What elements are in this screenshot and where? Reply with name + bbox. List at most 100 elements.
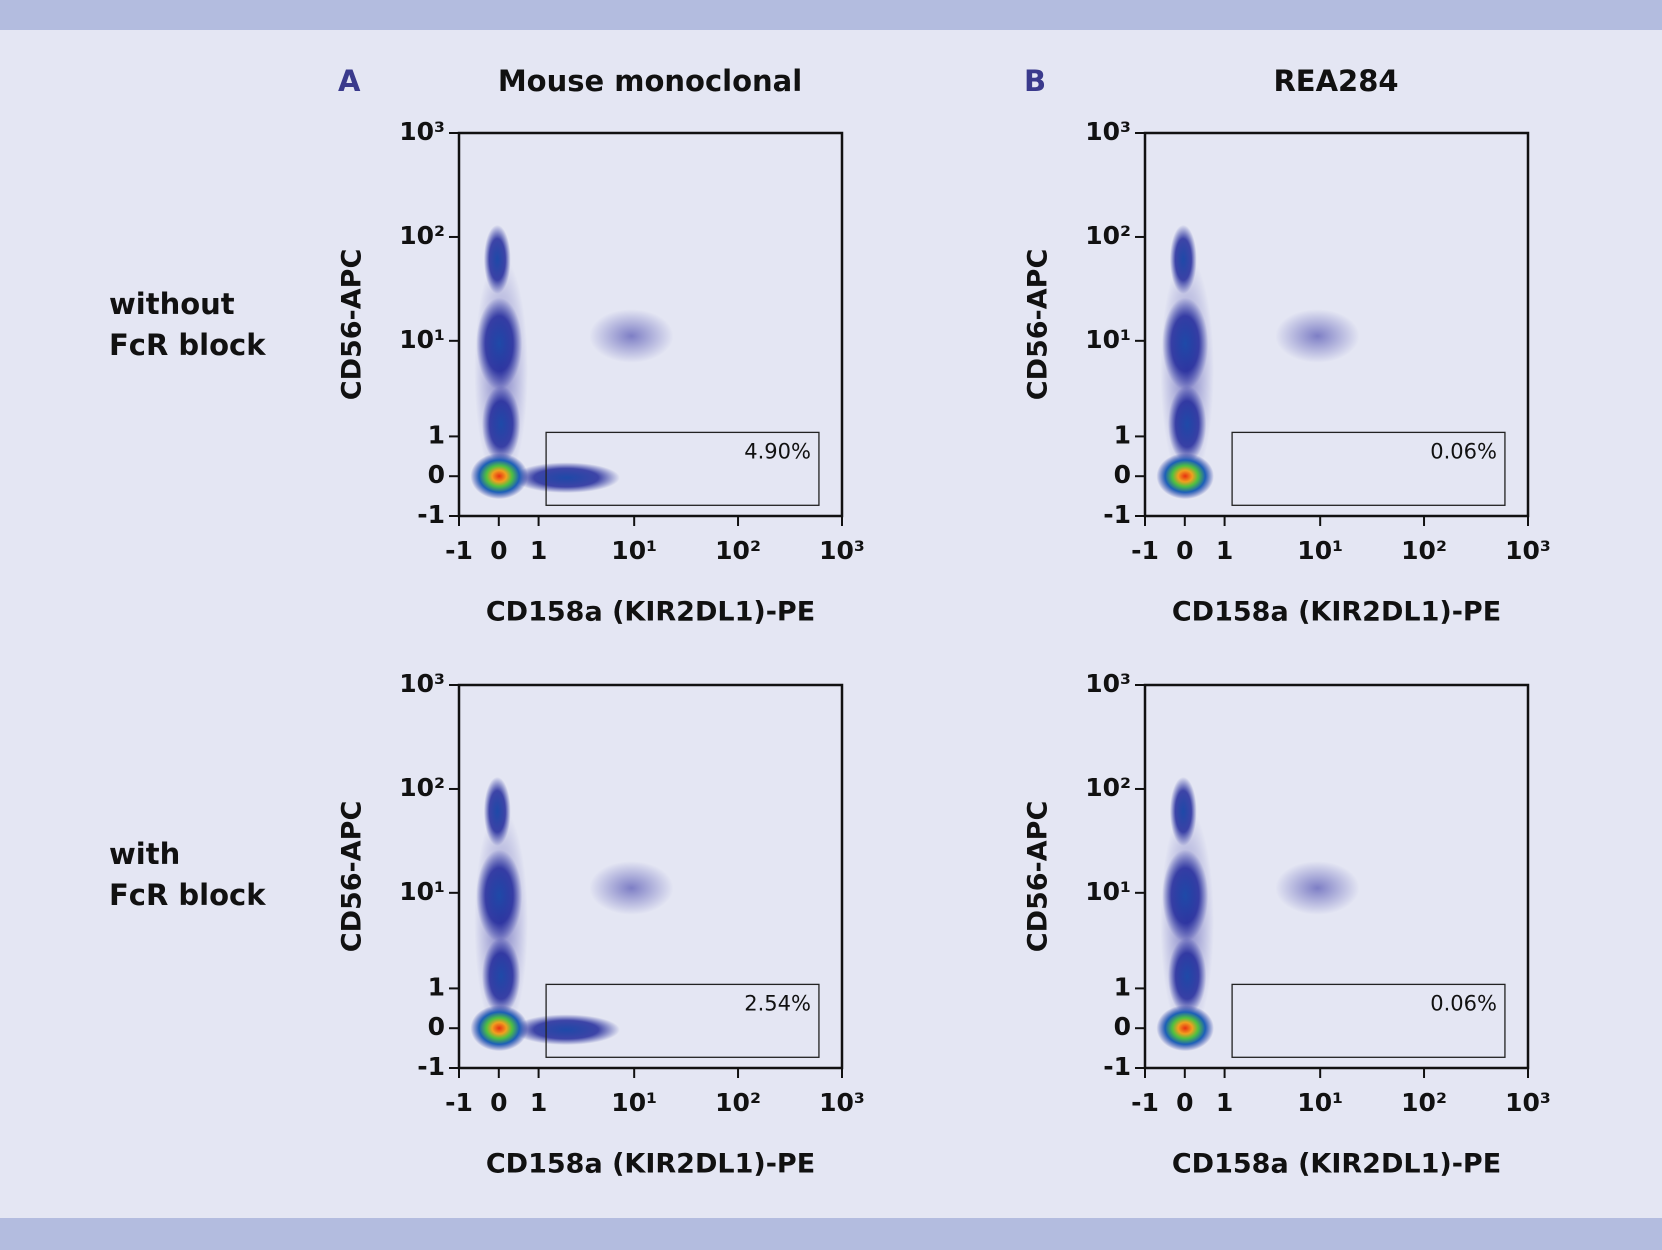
x-tick-label: 1 (1216, 1088, 1233, 1117)
column-title: REA284 (1273, 64, 1398, 98)
gate-label: 0.06% (1430, 439, 1497, 463)
x-tick-label: 10² (715, 1088, 761, 1117)
x-tick-label: 10² (1401, 1088, 1447, 1117)
y-tick-label: 10¹ (1085, 325, 1131, 354)
y-tick-label: -1 (1103, 500, 1131, 529)
gate (545, 431, 820, 506)
x-tick-label: 10² (1401, 536, 1447, 565)
y-tick-label: 10² (399, 773, 445, 802)
gate (1231, 431, 1506, 506)
x-tick-label: 1 (530, 1088, 547, 1117)
row-label: FcR block (109, 328, 266, 362)
y-tick-label: 10³ (1085, 669, 1131, 698)
x-tick-label: 10³ (1505, 1088, 1551, 1117)
x-tick-label: 10³ (1505, 536, 1551, 565)
density-cloud (1156, 1005, 1214, 1052)
y-tick-label: 0 (428, 460, 445, 489)
y-tick-label: 10¹ (1085, 877, 1131, 906)
x-tick-label: -1 (1131, 536, 1159, 565)
row-label: with (109, 837, 180, 871)
density-cloud (589, 309, 674, 363)
density-cloud (1275, 309, 1360, 363)
y-axis-label: CD56-APC (337, 249, 368, 401)
y-tick-label: 1 (1114, 972, 1131, 1001)
gate (1231, 983, 1506, 1058)
x-tick-label: -1 (445, 536, 473, 565)
plot-frame (1143, 683, 1530, 1070)
density-cloud (1169, 776, 1197, 846)
x-tick-label: -1 (1131, 1088, 1159, 1117)
x-axis-label: CD158a (KIR2DL1)-PE (486, 1149, 815, 1180)
y-tick-label: 0 (1114, 460, 1131, 489)
y-tick-label: 1 (1114, 420, 1131, 449)
y-tick-label: -1 (417, 500, 445, 529)
y-tick-label: 0 (428, 1012, 445, 1041)
x-tick-label: 0 (1176, 1088, 1193, 1117)
x-tick-label: 10¹ (1297, 1088, 1343, 1117)
x-tick-label: 10¹ (611, 1088, 657, 1117)
bottom-band (0, 1218, 1662, 1250)
x-axis-label: CD158a (KIR2DL1)-PE (1172, 1149, 1501, 1180)
gate-label: 2.54% (744, 991, 811, 1015)
x-tick-label: 0 (1176, 536, 1193, 565)
x-tick-label: 10¹ (1297, 536, 1343, 565)
y-tick-label: 0 (1114, 1012, 1131, 1041)
density-cloud (476, 297, 523, 390)
density-cloud (1275, 861, 1360, 915)
x-tick-label: -1 (445, 1088, 473, 1117)
row-label: without (109, 287, 235, 321)
density-cloud (481, 385, 521, 463)
gate-label: 0.06% (1430, 991, 1497, 1015)
density-cloud (1156, 453, 1214, 500)
y-tick-label: 10³ (399, 669, 445, 698)
plot-frame (457, 683, 844, 1070)
x-axis-label: CD158a (KIR2DL1)-PE (486, 597, 815, 628)
y-tick-label: 10³ (1085, 117, 1131, 146)
y-tick-label: -1 (1103, 1052, 1131, 1081)
density-cloud (483, 224, 511, 294)
density-cloud (476, 849, 523, 942)
y-axis-label: CD56-APC (337, 801, 368, 953)
x-tick-label: 10³ (819, 1088, 865, 1117)
x-tick-label: 0 (490, 536, 507, 565)
density-cloud (512, 462, 620, 494)
x-tick-label: 1 (530, 536, 547, 565)
density-cloud (512, 1014, 620, 1046)
y-tick-label: 1 (428, 420, 445, 449)
top-band (0, 0, 1662, 30)
column-title: Mouse monoclonal (498, 64, 802, 98)
y-axis-label: CD56-APC (1023, 801, 1054, 953)
gate (545, 983, 820, 1058)
density-cloud (483, 776, 511, 846)
x-tick-label: 10³ (819, 536, 865, 565)
density-cloud (470, 1005, 528, 1052)
density-cloud (470, 453, 528, 500)
panel-label: B (1024, 64, 1046, 98)
x-tick-label: 10¹ (611, 536, 657, 565)
x-tick-label: 10² (715, 536, 761, 565)
x-tick-label: 1 (1216, 536, 1233, 565)
x-tick-label: 0 (490, 1088, 507, 1117)
y-tick-label: -1 (417, 1052, 445, 1081)
y-tick-label: 10¹ (399, 325, 445, 354)
y-tick-label: 10² (1085, 773, 1131, 802)
panel-label: A (338, 64, 361, 98)
y-tick-label: 10² (1085, 221, 1131, 250)
y-tick-label: 1 (428, 972, 445, 1001)
density-cloud (1169, 224, 1197, 294)
density-cloud (1162, 297, 1209, 390)
x-axis-label: CD158a (KIR2DL1)-PE (1172, 597, 1501, 628)
density-cloud (589, 861, 674, 915)
density-cloud (1167, 937, 1207, 1015)
row-label: FcR block (109, 878, 266, 912)
gate-label: 4.90% (744, 439, 811, 463)
y-axis-label: CD56-APC (1023, 249, 1054, 401)
plot-frame (457, 131, 844, 518)
density-cloud (1167, 385, 1207, 463)
y-tick-label: 10² (399, 221, 445, 250)
plot-frame (1143, 131, 1530, 518)
y-tick-label: 10¹ (399, 877, 445, 906)
density-cloud (1162, 849, 1209, 942)
density-cloud (481, 937, 521, 1015)
